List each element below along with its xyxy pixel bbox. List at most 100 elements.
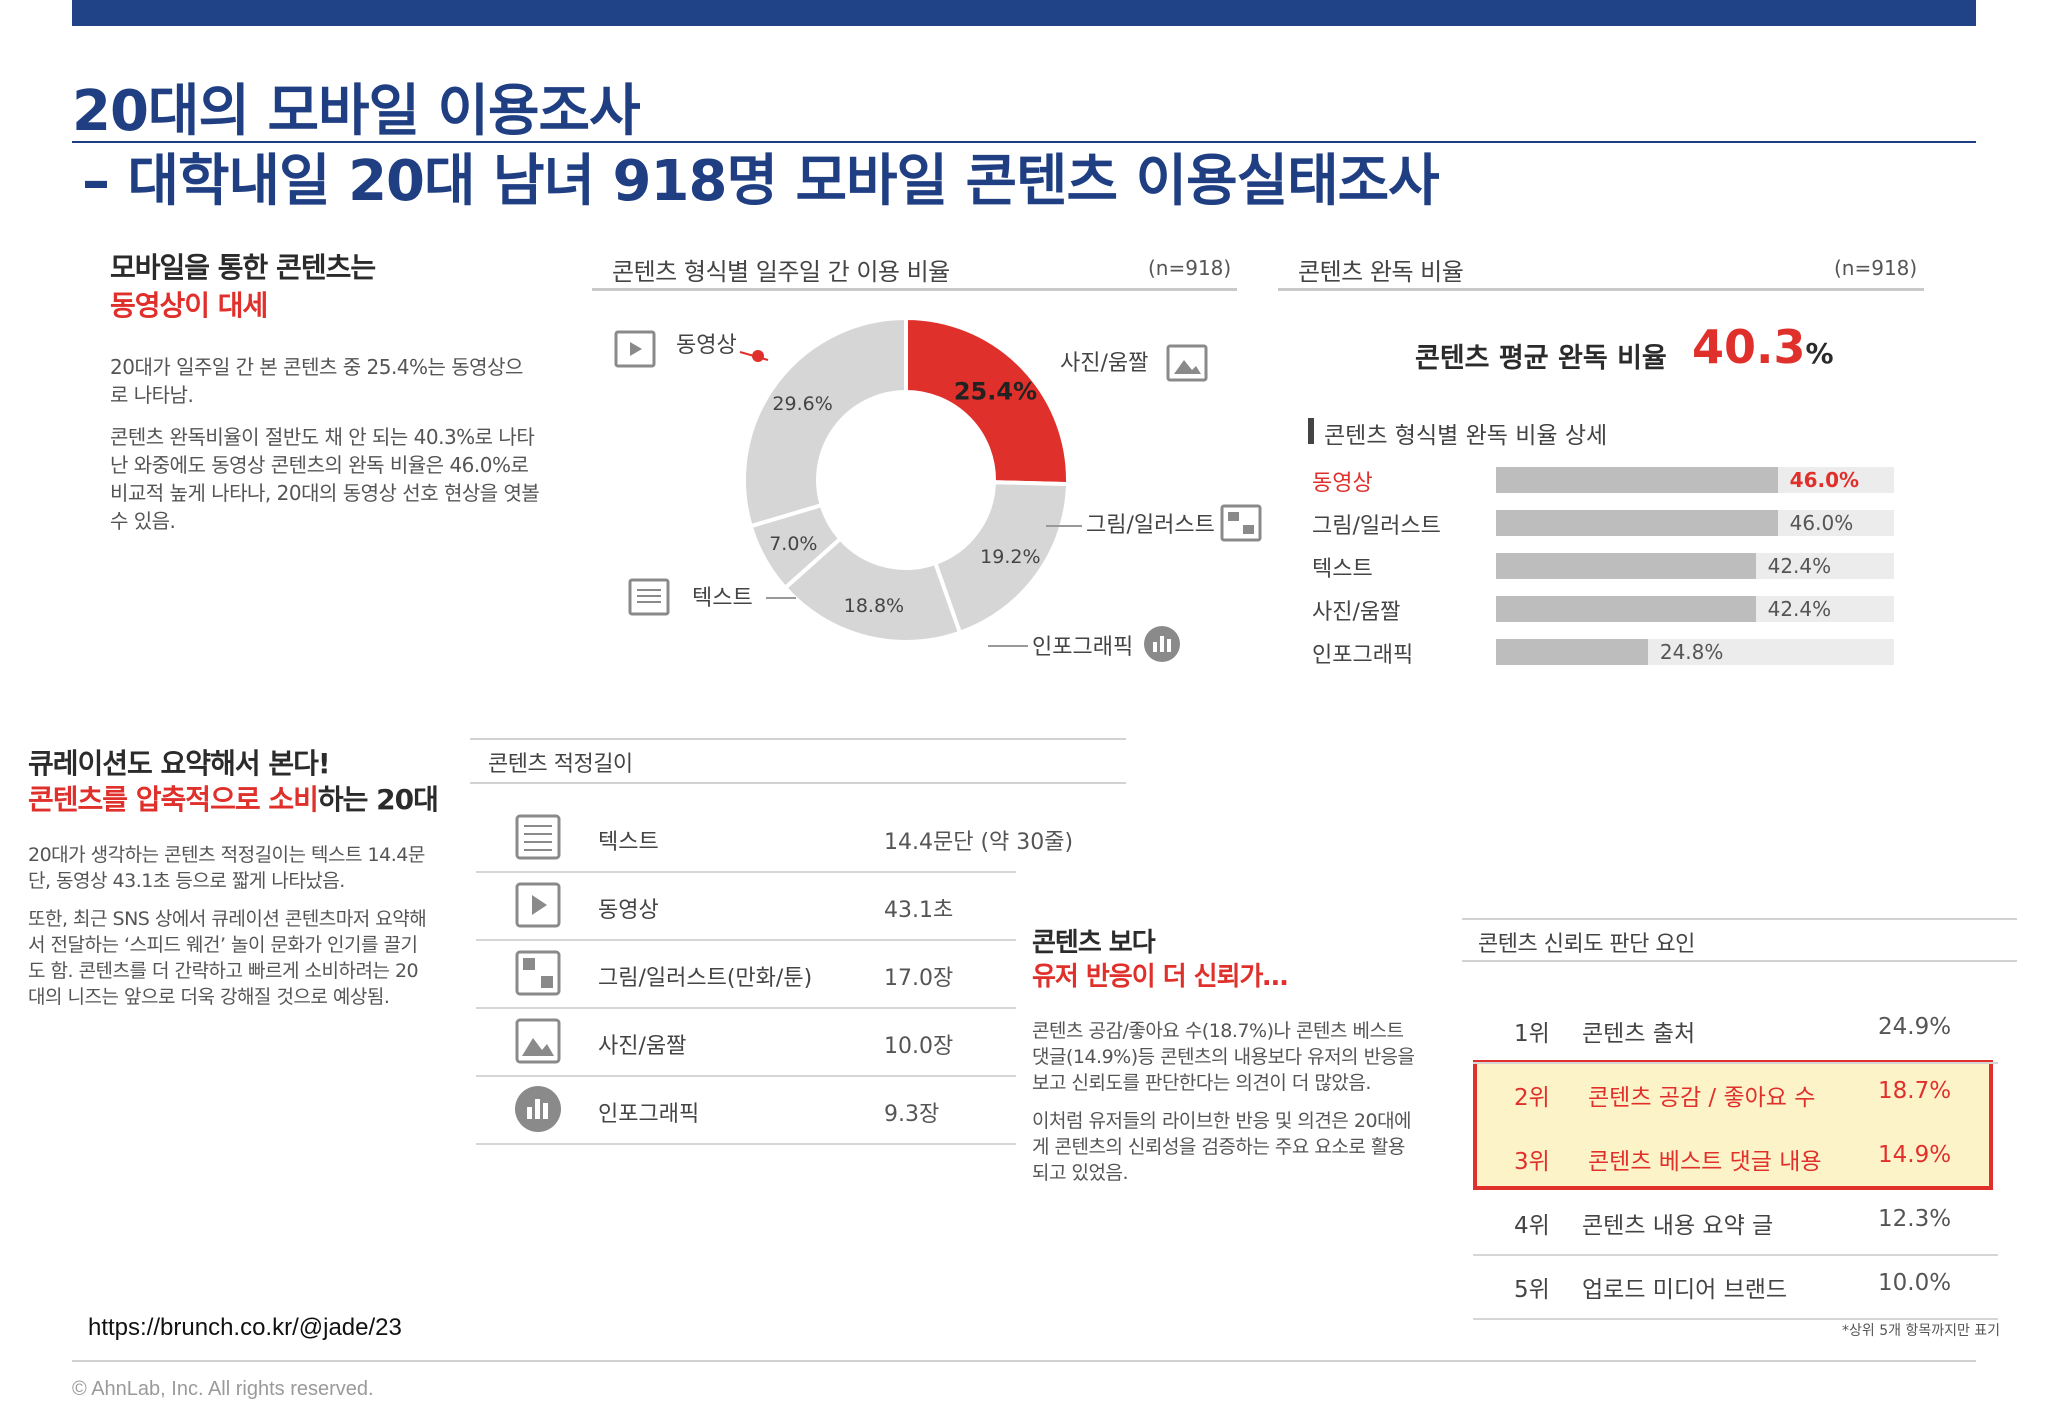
completion-chart-sample-size: (n=918) (1834, 256, 1918, 280)
length-row-value-1: 43.1초 (884, 898, 954, 923)
trust-row-rule-4 (1473, 1318, 1998, 1320)
length-row-rule-2 (476, 1007, 1016, 1009)
average-completion-number: 40.3 (1692, 320, 1806, 374)
title-divider (72, 141, 1976, 143)
average-completion-value: 40.3% (1692, 320, 1834, 374)
donut-category-label-4: 텍스트 (692, 586, 753, 611)
trust-row-rank-1: 2위 (1514, 1085, 1550, 1111)
image-icon (515, 1018, 561, 1064)
trust-table-title: 콘텐츠 신뢰도 판단 요인 (1478, 932, 1695, 957)
donut-category-label-1: 사진/움짤 (1060, 351, 1148, 376)
length-table-title: 콘텐츠 적정길이 (488, 752, 633, 777)
illustration-icon (1220, 504, 1262, 542)
length-row-rule-3 (476, 1075, 1016, 1077)
completion-bar-value-4: 24.8% (1659, 640, 1724, 664)
section3-heading: 콘텐츠 보다 (1032, 928, 1156, 958)
length-row-rule-1 (476, 939, 1016, 941)
length-row-value-3: 10.0장 (884, 1034, 954, 1059)
length-row-name-0: 텍스트 (598, 830, 659, 855)
section2-heading-tail: 하는 20대 (317, 783, 439, 816)
image-icon (1166, 344, 1208, 382)
trust-row-value-1: 18.7% (1878, 1078, 1952, 1104)
donut-value-label-3: 7.0% (769, 533, 817, 555)
trust-row-name-0: 콘텐츠 출처 (1582, 1021, 1696, 1047)
document-icon (515, 814, 561, 860)
donut-chart: 25.4% 19.2% 18.8% 7.0% 29.6% 동영상사진/움짤그림/일러스트인… (614, 315, 1262, 662)
slide-subtitle: – 대학내일 20대 남녀 918명 모바일 콘텐츠 이용실태조사 (82, 149, 1440, 214)
trust-row-rule-0 (1473, 1062, 1998, 1064)
section2-paragraph-1: 20대가 생각하는 콘텐츠 적정길이는 텍스트 14.4문단, 동영상 43.1… (28, 844, 425, 892)
illustration-icon (515, 950, 561, 996)
section2-heading-highlight: 콘텐츠를 압축적으로 소비 (28, 783, 319, 816)
donut-chart-title-rule (592, 288, 1237, 291)
length-row-value-0: 14.4문단 (약 30줄) (884, 830, 1074, 855)
trust-row-rank-3: 4위 (1514, 1213, 1550, 1239)
length-row-rule-4 (476, 1143, 1016, 1145)
length-row-rule-0 (476, 871, 1016, 873)
trust-row-rank-2: 3위 (1514, 1149, 1550, 1175)
completion-bar-value-1: 46.0% (1789, 511, 1854, 535)
donut-slice-0 (904, 315, 1070, 487)
trust-row-value-2: 14.9% (1878, 1142, 1952, 1168)
completion-chart-title-rule (1278, 288, 1924, 291)
length-table-header-rule (470, 782, 1126, 784)
completion-bar-label-0: 동영상 (1312, 471, 1373, 496)
donut-value-label-1: 19.2% (980, 546, 1040, 568)
trust-row-name-3: 콘텐츠 내용 요약 글 (1582, 1213, 1774, 1239)
section2-heading: 큐레이션도 요약해서 본다! (28, 747, 331, 780)
length-row-name-4: 인포그래픽 (598, 1102, 700, 1127)
trust-table-header-rule (1462, 960, 2017, 962)
subtitle-marker (1308, 418, 1314, 444)
donut-chart-title: 콘텐츠 형식별 일주일 간 이용 비율 (612, 258, 950, 286)
section2-heading-line2: 콘텐츠를 압축적으로 소비하는 20대 (28, 778, 439, 818)
trust-table-top-rule (1462, 918, 2017, 920)
document-icon (628, 578, 670, 616)
trust-row-rank-0: 1위 (1514, 1021, 1550, 1047)
section1-heading-highlight: 동영상이 대세 (110, 289, 268, 322)
completion-bar-label-1: 그림/일러스트 (1312, 514, 1441, 539)
donut-value-label-2: 18.8% (844, 595, 904, 617)
trust-row-value-0: 24.9% (1878, 1014, 1952, 1040)
donut-chart-sample-size: (n=918) (1148, 256, 1232, 280)
completion-chart-title: 콘텐츠 완독 비율 (1298, 258, 1464, 286)
section1-paragraph-2: 콘텐츠 완독비율이 절반도 채 안 되는 40.3%로 나타난 와중에도 동영상… (110, 425, 540, 533)
length-row-value-2: 17.0장 (884, 966, 954, 991)
source-url: https://brunch.co.kr/@jade/23 (88, 1314, 402, 1341)
donut-slice-1 (932, 480, 1070, 636)
donut-slice-2 (782, 535, 963, 644)
completion-bar-value-3: 42.4% (1767, 597, 1832, 621)
infographic-icon (1144, 626, 1180, 662)
completion-bar-label-3: 사진/움짤 (1312, 600, 1401, 625)
trust-row-name-4: 업로드 미디어 브랜드 (1582, 1277, 1788, 1303)
completion-bar-value-2: 42.4% (1767, 554, 1832, 578)
completion-bar-3 (1496, 596, 1756, 622)
slide-title: 20대의 모바일 이용조사 (72, 79, 641, 144)
average-completion-label: 콘텐츠 평균 완독 비율 (1415, 343, 1667, 374)
trust-row-name-1: 콘텐츠 공감 / 좋아요 수 (1588, 1085, 1816, 1111)
top-banner-bar (72, 0, 1976, 26)
trust-row-value-3: 12.3% (1878, 1206, 1952, 1232)
completion-bar-0 (1496, 467, 1778, 493)
trust-row-rank-4: 5위 (1514, 1277, 1550, 1303)
average-completion-unit: % (1805, 337, 1834, 370)
length-row-name-3: 사진/움짤 (598, 1034, 687, 1059)
section1-paragraph-1: 20대가 일주일 간 본 콘텐츠 중 25.4%는 동영상으로 나타남. (110, 355, 523, 407)
length-row-name-2: 그림/일러스트(만화/툰) (598, 966, 813, 991)
donut-category-label-2: 그림/일러스트 (1086, 513, 1215, 538)
infographic-icon (515, 1086, 561, 1132)
trust-table-footnote: *상위 5개 항목까지만 표기 (1842, 1323, 2001, 1339)
completion-bar-value-0: 46.0% (1789, 468, 1860, 492)
donut-leader-dot (752, 350, 764, 362)
section1-heading: 모바일을 통한 콘텐츠는 (110, 251, 376, 284)
section3-paragraph-1: 콘텐츠 공감/좋아요 수(18.7%)나 콘텐츠 베스트 댓글(14.9%)등 … (1032, 1020, 1415, 1094)
video-icon (515, 882, 561, 928)
completion-bar-1 (1496, 510, 1778, 536)
footer-divider (72, 1360, 1976, 1362)
completion-bar-4 (1496, 639, 1648, 665)
trust-row-rule-3 (1473, 1254, 1998, 1256)
donut-value-label-4: 29.6% (772, 393, 832, 415)
completion-detail-subtitle: 콘텐츠 형식별 완독 비율 상세 (1324, 423, 1608, 449)
donut-value-label-0: 25.4% (954, 378, 1037, 406)
length-table-top-rule (470, 738, 1126, 740)
donut-category-label-3: 인포그래픽 (1032, 635, 1133, 660)
